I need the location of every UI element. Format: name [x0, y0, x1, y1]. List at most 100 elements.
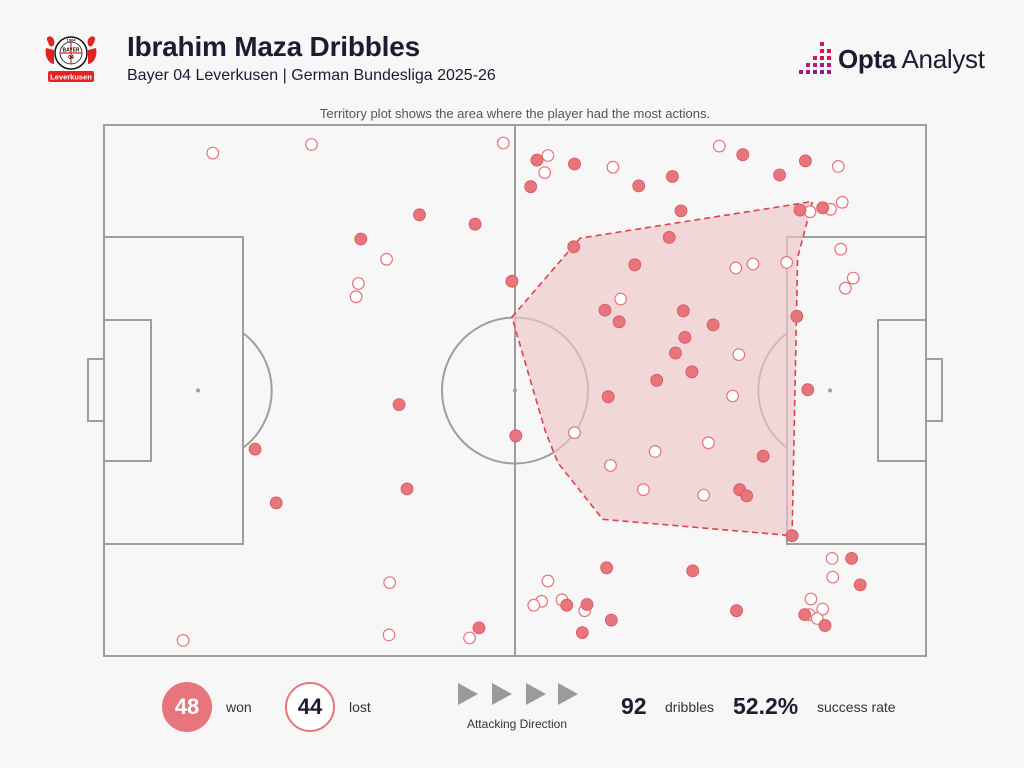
won-dribble-point-40 [798, 608, 812, 621]
won-dribble-point-30 [509, 429, 523, 443]
won-dribble-point-15 [567, 240, 581, 254]
lost-dribble-point-15 [846, 271, 860, 285]
won-dribble-point-20 [676, 304, 690, 318]
attacking-direction-label: Attacking Direction [466, 717, 568, 731]
won-dribble-point-24 [669, 346, 682, 360]
success-rate-value: 52.2% [733, 693, 799, 719]
lost-legend-label: lost [349, 699, 371, 715]
pitch-markings [87, 124, 943, 657]
brand-wordmark-bold: Opta [838, 44, 897, 74]
lost-dribble-point-35 [825, 552, 839, 565]
won-dribble-point-32 [756, 449, 770, 463]
crest-lion-right [87, 36, 96, 47]
won-dribble-point-3 [632, 179, 646, 193]
lost-dribble-point-16 [839, 281, 852, 295]
crest-number: 04 [68, 55, 74, 61]
won-dribble-point-12 [354, 232, 368, 246]
won-dribble-point-41 [845, 552, 858, 565]
won-dribble-point-4 [666, 170, 679, 183]
lost-dribble-point-14 [834, 242, 848, 256]
won-dribble-point-37 [785, 529, 799, 543]
won-dribble-point-18 [598, 303, 612, 317]
total-dribbles-value: 92 [621, 693, 647, 719]
won-dribble-point-28 [392, 398, 406, 412]
lost-dribble-point-3 [541, 149, 555, 162]
pitch-plot [87, 124, 943, 657]
won-dribble-point-8 [773, 168, 786, 182]
won-legend-marker: 48 [162, 682, 212, 732]
left-penalty-spot [196, 388, 200, 393]
right-goal [925, 358, 943, 422]
won-dribble-point-31 [601, 390, 615, 404]
lost-dribble-point-1 [305, 138, 318, 151]
won-dribble-point-47 [730, 604, 743, 618]
lost-dribble-point-41 [463, 631, 477, 645]
lost-dribble-point-5 [606, 160, 620, 174]
lost-dribble-point-42 [176, 634, 190, 647]
lost-dribble-point-37 [804, 592, 818, 606]
lost-dribble-point-20 [614, 292, 628, 306]
crest-bayer: BAYER [62, 48, 79, 54]
won-dribble-point-26 [685, 365, 699, 379]
won-dribble-point-9 [793, 203, 807, 217]
lost-dribble-point-18 [729, 261, 743, 275]
lost-dribble-point-4 [538, 166, 552, 180]
chart-subtitle: Bayer 04 Leverkusen | German Bundesliga … [127, 67, 496, 84]
won-dribble-point-16 [628, 258, 642, 272]
lost-dribble-point-17 [780, 256, 794, 269]
lost-dribble-point-0 [206, 146, 220, 160]
won-dribble-point-2 [568, 157, 581, 171]
crest-banner [48, 71, 94, 82]
lost-dribble-point-30 [541, 574, 555, 588]
won-dribble-point-21 [706, 318, 720, 332]
won-dribble-point-13 [413, 208, 426, 222]
lost-dribble-point-33 [527, 598, 541, 612]
lost-dribble-point-12 [352, 277, 365, 290]
right-penalty-spot [828, 388, 832, 393]
won-dribble-point-1 [524, 180, 538, 194]
crest-year: 1904 [67, 38, 77, 43]
crest-banner-text: Leverkusen [50, 73, 92, 82]
won-legend-label: won [226, 699, 252, 715]
won-dribbles [248, 148, 867, 639]
won-dribble-point-10 [799, 154, 812, 168]
left-six-yard-box [103, 319, 152, 462]
team-crest: 1904 BAYER 04 Leverkusen [45, 36, 97, 82]
attacking-direction-arrows-icon [458, 683, 578, 705]
won-dribble-point-45 [604, 613, 618, 627]
lost-dribble-point-11 [380, 252, 394, 266]
won-dribble-point-44 [580, 598, 594, 611]
lost-dribble-point-6 [712, 139, 726, 153]
centre-spot [513, 388, 517, 393]
lost-dribble-point-24 [648, 445, 662, 458]
won-dribble-point-49 [472, 621, 486, 635]
lost-dribble-point-19 [746, 257, 760, 271]
lost-dribble-point-39 [816, 602, 830, 616]
won-dribble-point-39 [686, 564, 700, 578]
won-dribble-point-6 [662, 230, 676, 244]
won-dribble-point-27 [650, 373, 664, 387]
brand-wordmark: Opta Analyst [838, 44, 985, 75]
won-dribble-point-46 [575, 626, 589, 639]
lost-dribble-point-8 [835, 195, 849, 209]
success-rate-label: success rate [817, 699, 896, 715]
won-dribble-point-48 [818, 619, 832, 632]
lost-dribble-point-36 [826, 570, 840, 584]
won-dribble-point-23 [801, 383, 815, 397]
right-six-yard-box [877, 319, 927, 462]
lost-dribble-point-23 [568, 426, 581, 440]
lost-dribble-point-25 [604, 459, 617, 472]
lost-dribble-point-29 [383, 576, 397, 589]
chart-title: Ibrahim Maza Dribbles [127, 31, 420, 62]
won-dribble-point-33 [400, 482, 414, 496]
lost-legend-marker: 44 [285, 682, 335, 732]
crest-lion-left [46, 36, 55, 47]
opta-logo-icon [799, 42, 831, 74]
lost-dribble-point-28 [637, 483, 650, 497]
won-dribble-point-38 [600, 561, 613, 575]
won-dribble-point-0 [530, 153, 544, 167]
won-dribble-point-5 [674, 204, 688, 218]
won-dribble-point-36 [740, 489, 754, 503]
opta-analyst-logo: Opta Analyst [798, 40, 998, 78]
won-dribble-point-22 [790, 309, 804, 323]
